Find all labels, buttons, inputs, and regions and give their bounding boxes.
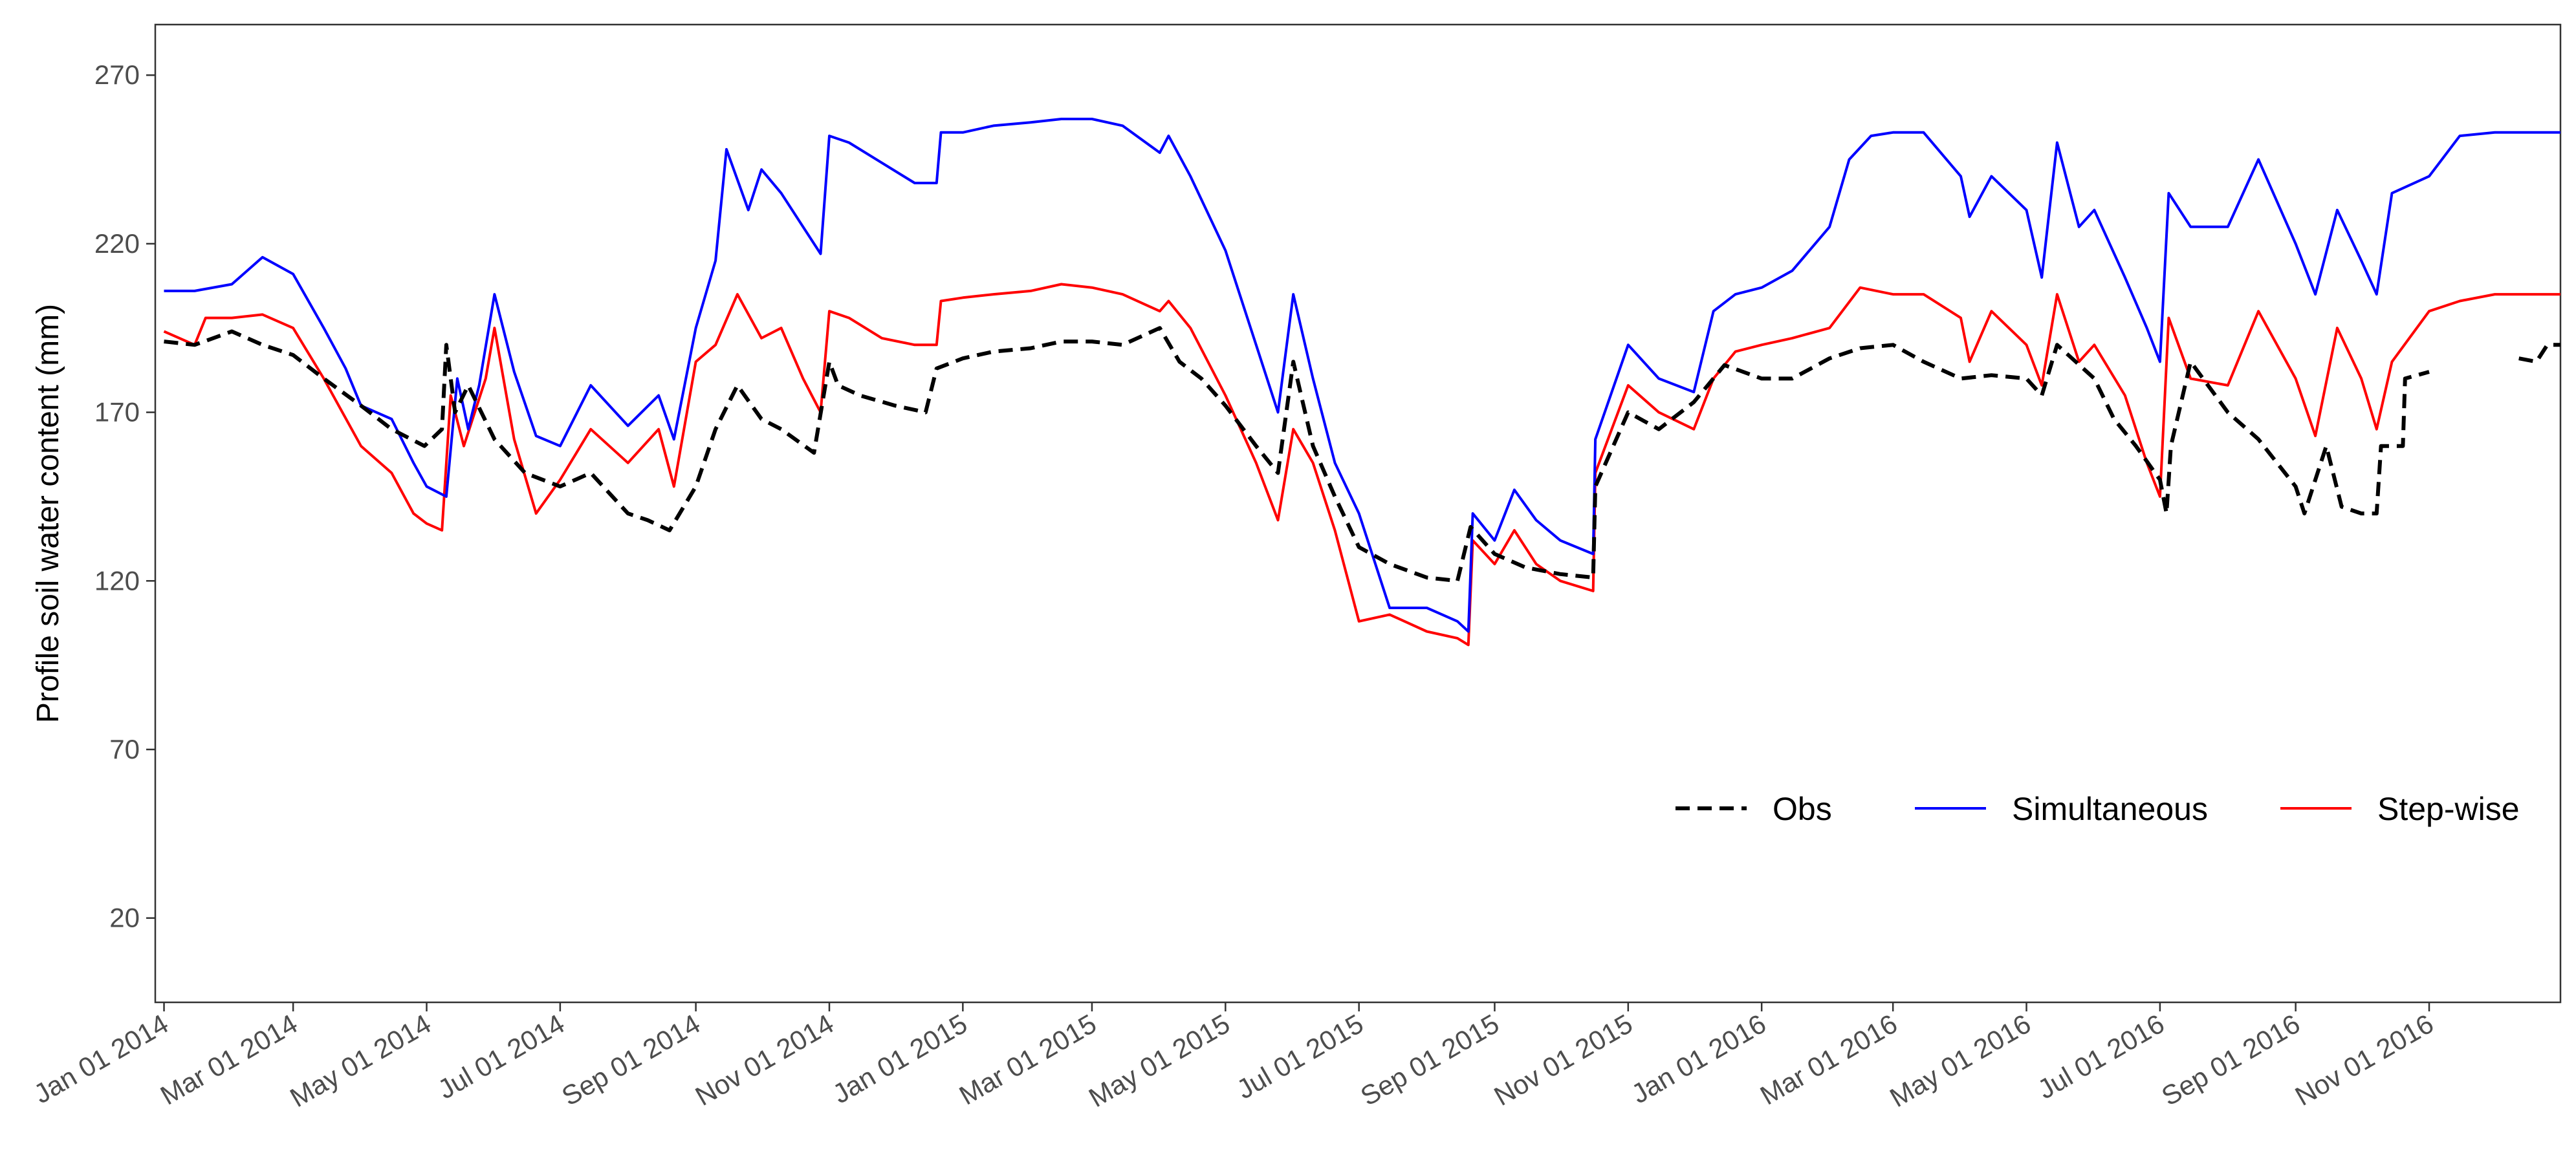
x-tick-label: Jul 01 2016 bbox=[2033, 1008, 2170, 1105]
y-tick-label: 270 bbox=[94, 59, 140, 90]
legend-label-obs: Obs bbox=[1773, 791, 1832, 827]
series-line-obs bbox=[164, 326, 2430, 583]
x-tick-label: Sep 01 2014 bbox=[556, 1008, 705, 1112]
x-tick-label: Jan 01 2016 bbox=[1626, 1008, 1771, 1109]
x-tick-label: Nov 01 2015 bbox=[1489, 1008, 1638, 1112]
x-tick-label: Mar 01 2015 bbox=[954, 1008, 1102, 1111]
y-tick-label: 20 bbox=[109, 903, 140, 933]
x-tick-label: Sep 01 2015 bbox=[1355, 1008, 1504, 1112]
x-tick-label: Jul 01 2014 bbox=[433, 1008, 570, 1105]
x-tick-label: Nov 01 2014 bbox=[690, 1008, 839, 1112]
series-line-simultaneous bbox=[164, 118, 2560, 633]
y-tick-label: 220 bbox=[94, 228, 140, 259]
x-tick-label: Nov 01 2016 bbox=[2290, 1008, 2439, 1112]
y-tick-label: 170 bbox=[94, 397, 140, 427]
legend: Obs Simultaneous Step-wise bbox=[1675, 791, 2520, 827]
y-tick-label: 70 bbox=[109, 734, 140, 764]
x-tick-label: Jan 01 2015 bbox=[827, 1008, 972, 1109]
y-tick-label: 120 bbox=[94, 565, 140, 596]
y-axis-title: Profile soil water content (mm) bbox=[31, 304, 65, 723]
y-axis: 20 70 120 170 220 270 bbox=[94, 59, 155, 933]
legend-label-step-wise: Step-wise bbox=[2377, 791, 2520, 827]
x-tick-label: Jan 01 2014 bbox=[28, 1008, 173, 1109]
series-layer bbox=[163, 118, 2560, 647]
x-tick-label: Mar 01 2016 bbox=[1755, 1008, 1903, 1111]
x-tick-label: May 01 2015 bbox=[1084, 1008, 1235, 1113]
x-tick-label: Sep 01 2016 bbox=[2156, 1008, 2305, 1112]
x-tick-label: Mar 01 2014 bbox=[155, 1008, 303, 1111]
series-line-step-wise bbox=[163, 283, 2560, 647]
x-tick-label: May 01 2016 bbox=[1884, 1008, 2036, 1113]
legend-label-simultaneous: Simultaneous bbox=[2012, 791, 2208, 827]
series-line-obs bbox=[2518, 343, 2560, 364]
x-tick-label: May 01 2014 bbox=[285, 1008, 436, 1113]
x-tick-label: Jul 01 2015 bbox=[1232, 1008, 1369, 1105]
